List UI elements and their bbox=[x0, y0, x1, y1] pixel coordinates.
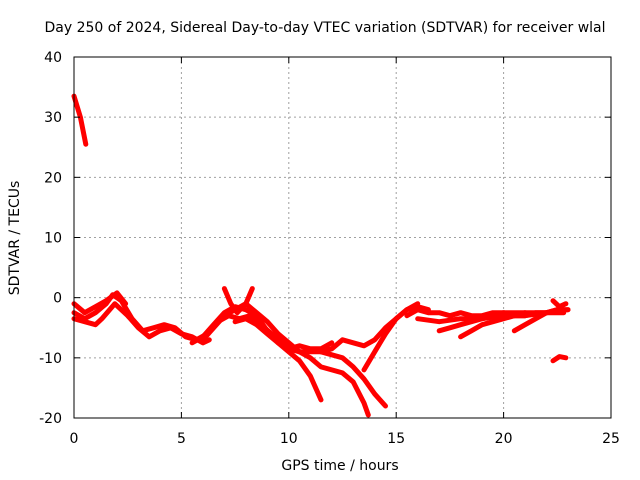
x-tick-label: 25 bbox=[602, 431, 620, 447]
x-tick-labels: 0 5 10 15 20 25 bbox=[70, 431, 620, 447]
series-group bbox=[71, 93, 571, 418]
series-track-6 bbox=[200, 301, 371, 418]
x-axis-label: GPS time / hours bbox=[281, 458, 398, 474]
series-track-7 bbox=[232, 316, 388, 409]
y-tick-labels: -20 -10 0 10 20 30 40 bbox=[39, 50, 62, 427]
series-track-11 bbox=[361, 304, 431, 373]
series-track-3 bbox=[71, 301, 212, 346]
x-tick-label: 20 bbox=[495, 431, 513, 447]
y-tick-label: 20 bbox=[44, 170, 62, 186]
y-axis-label: SDTVAR / TECUs bbox=[7, 181, 23, 296]
x-tick-label: 5 bbox=[177, 431, 186, 447]
x-tick-label: 0 bbox=[70, 431, 79, 447]
y-tick-label: 30 bbox=[44, 110, 62, 126]
series-track-16 bbox=[511, 307, 571, 334]
y-tick-label: -10 bbox=[39, 351, 62, 367]
ticks bbox=[73, 56, 612, 419]
series-track-4 bbox=[71, 290, 129, 316]
series-track-15 bbox=[458, 310, 550, 340]
grid bbox=[74, 57, 611, 418]
y-tick-label: 40 bbox=[44, 50, 62, 66]
series-track-18 bbox=[550, 354, 569, 364]
series-track-1 bbox=[71, 93, 89, 147]
x-tick-label: 10 bbox=[280, 431, 298, 447]
chart-title: Day 250 of 2024, Sidereal Day-to-day VTE… bbox=[44, 20, 605, 36]
y-tick-label: -20 bbox=[39, 411, 62, 427]
series-track-14 bbox=[436, 310, 528, 334]
y-tick-label: 10 bbox=[44, 231, 62, 247]
series-track-8 bbox=[221, 286, 255, 316]
y-tick-label: 0 bbox=[53, 291, 62, 307]
x-tick-label: 15 bbox=[387, 431, 405, 447]
series-track-17 bbox=[550, 298, 569, 310]
series-track-9 bbox=[286, 340, 335, 352]
